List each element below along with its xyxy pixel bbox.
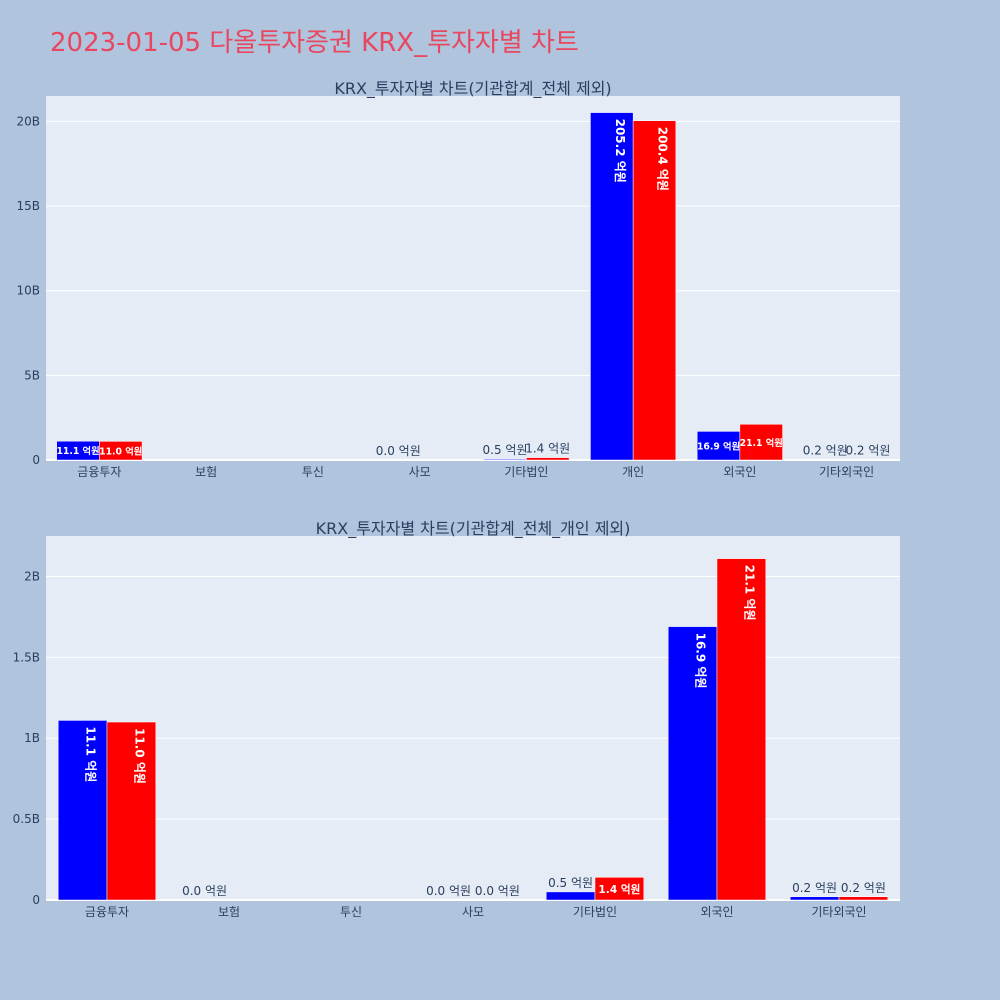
y-tick-label: 0	[32, 893, 40, 907]
bar-value-label: 0.2 억원	[841, 881, 886, 895]
x-tick-label: 금융투자	[77, 465, 121, 479]
bar	[106, 721, 157, 901]
y-tick-label: 1B	[24, 731, 40, 745]
y-tick-label: 0	[32, 453, 40, 467]
bar	[667, 626, 718, 901]
x-tick-label: 사모	[409, 465, 431, 479]
chart-lower: KRX_투자자별 차트(기관합계_전체_개인 제외) 0 0.5B 1B 1.5B 2B 금…	[13, 519, 900, 919]
plot-area	[46, 536, 900, 900]
bar-value-label: 0.5 억원	[548, 876, 593, 890]
bar	[545, 891, 596, 901]
y-tick-label: 5B	[24, 368, 40, 382]
bar-value-label: 1.4 억원	[598, 883, 640, 896]
chart-upper: KRX_투자자별 차트(기관합계_전체 제외) 0 5B 10B 15B 20B 금융투자 1…	[16, 79, 900, 479]
bar-value-label: 200.4 억원	[655, 127, 669, 191]
x-tick-label: 기타법인	[504, 465, 548, 479]
y-tick-label: 10B	[16, 284, 40, 298]
bar	[483, 458, 527, 461]
bar-value-label: 21.1 억원	[740, 437, 783, 449]
bar	[789, 896, 840, 901]
bar-value-label: 11.0 억원	[99, 445, 142, 457]
x-tick-label: 외국인	[723, 465, 756, 479]
bar-value-label: 11.1 억원	[84, 726, 98, 782]
x-tick-label: 기타법인	[573, 905, 617, 919]
y-tick-label: 2B	[24, 569, 40, 583]
x-tick-label: 외국인	[700, 905, 733, 919]
x-tick-label: 투신	[340, 905, 362, 919]
x-tick-label: 보험	[218, 905, 240, 919]
bar	[594, 877, 645, 901]
x-tick-label: 기타외국인	[811, 905, 866, 919]
bar-value-label: 0.0 억원	[475, 884, 520, 898]
y-tick-label: 20B	[16, 114, 40, 128]
x-tick-label: 투신	[302, 465, 324, 479]
bar-value-label: 205.2 억원	[613, 119, 627, 183]
bar-value-label: 0.2 억원	[803, 444, 848, 458]
bar-value-label: 0.0 억원	[426, 884, 471, 898]
x-tick-label: 금융투자	[85, 905, 129, 919]
bar-value-label: 0.2 억원	[792, 881, 837, 895]
bar-value-label: 0.0 억원	[182, 884, 227, 898]
y-tick-label: 1.5B	[13, 650, 40, 664]
bar	[716, 558, 767, 901]
bar-value-label: 11.1 억원	[56, 445, 99, 457]
y-tick-label: 0.5B	[13, 812, 40, 826]
chart-title: KRX_투자자별 차트(기관합계_전체_개인 제외)	[316, 519, 631, 539]
bar-value-label: 1.4 억원	[525, 442, 570, 456]
y-tick-label: 15B	[16, 199, 40, 213]
bar	[838, 896, 889, 901]
bar-value-label: 16.9 억원	[697, 440, 740, 452]
bar-value-label: 0.0 억원	[376, 444, 421, 458]
bar-value-label: 16.9 억원	[694, 633, 708, 689]
bar	[590, 112, 634, 461]
bar	[739, 424, 783, 461]
x-tick-label: 개인	[622, 465, 644, 479]
bar	[632, 120, 677, 461]
bar	[526, 457, 570, 461]
chart-title: KRX_투자자별 차트(기관합계_전체 제외)	[334, 79, 611, 99]
bar-value-label: 0.2 억원	[845, 444, 890, 458]
x-tick-label: 기타외국인	[819, 465, 874, 479]
x-tick-label: 보험	[195, 465, 217, 479]
page-title: 2023-01-05 다올투자증권 KRX_투자자별 차트	[50, 28, 579, 58]
bar-value-label: 11.0 억원	[132, 728, 146, 784]
bar	[57, 720, 108, 901]
x-tick-label: 사모	[462, 905, 484, 919]
bar-value-label: 21.1 억원	[742, 565, 756, 621]
bar	[99, 441, 143, 461]
bar-value-label: 0.5 억원	[483, 443, 528, 457]
plot-area	[46, 96, 900, 460]
